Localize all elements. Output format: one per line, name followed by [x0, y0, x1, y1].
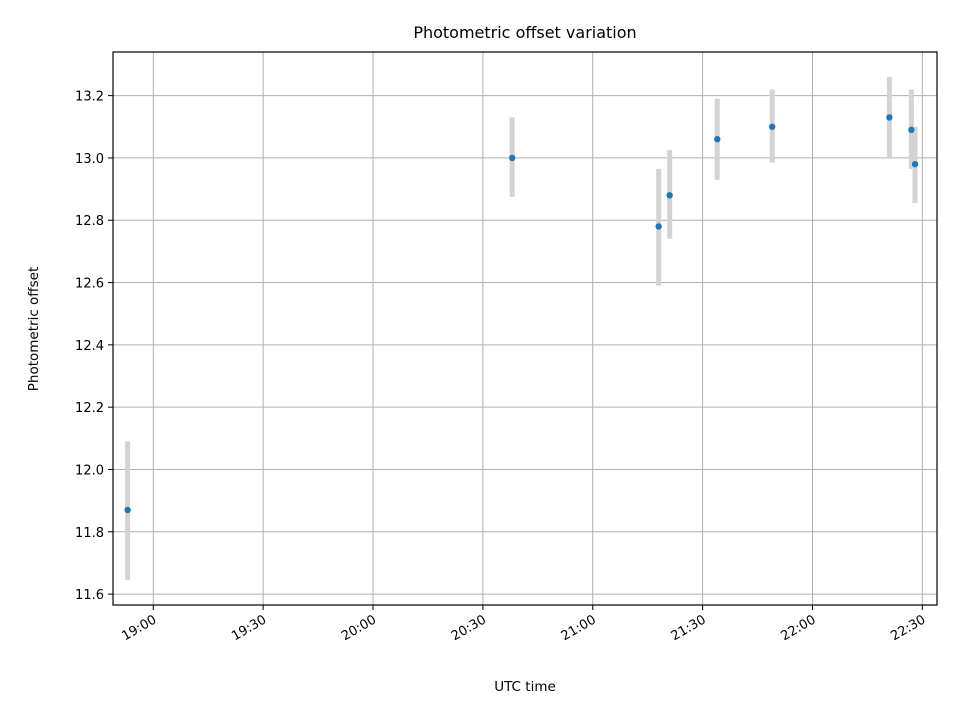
- y-tick-label: 12.2: [75, 401, 104, 416]
- data-point: [666, 192, 673, 199]
- x-tick-label: 21:00: [559, 612, 599, 644]
- data-point: [886, 114, 893, 121]
- x-tick-label: 19:00: [119, 612, 159, 644]
- y-tick-label: 12.8: [75, 214, 104, 229]
- x-tick-label: 21:30: [669, 612, 709, 644]
- y-tick-label: 13.2: [75, 90, 104, 105]
- y-axis-label: Photometric offset: [26, 267, 42, 391]
- data-point: [908, 126, 915, 134]
- x-tick-label: 22:30: [888, 612, 928, 644]
- y-tick-label: 11.8: [75, 526, 104, 541]
- x-axis-label: UTC time: [494, 679, 556, 695]
- data-points: [124, 114, 919, 514]
- x-axis: 19:00 19:30 20:00 20:30 21:00 21:30 22:00 22:30: [119, 605, 928, 644]
- data-point: [911, 160, 919, 168]
- chart-title: Photometric offset variation: [413, 23, 636, 42]
- x-tick-label: 19:30: [229, 612, 269, 644]
- error-bars: [125, 76, 918, 581]
- y-tick-label: 13.0: [75, 152, 104, 167]
- data-point: [714, 136, 721, 143]
- x-tick-label: 20:30: [449, 612, 489, 644]
- x-tick-label: 22:00: [779, 612, 819, 644]
- data-point: [655, 223, 662, 230]
- data-point: [124, 506, 131, 514]
- y-tick-label: 12.0: [75, 463, 104, 478]
- y-tick-label: 11.6: [75, 588, 104, 603]
- plot-area-frame: [112, 51, 938, 606]
- y-axis: 11.6 11.8 12.0 12.2 12.4 12.6 12.8 13.0 13.2: [75, 90, 113, 603]
- x-tick-label: 20:00: [339, 612, 379, 644]
- y-tick-label: 12.4: [75, 339, 104, 354]
- grid: [113, 52, 937, 605]
- y-tick-label: 12.6: [75, 277, 104, 292]
- data-point: [769, 123, 776, 130]
- data-point: [508, 154, 516, 162]
